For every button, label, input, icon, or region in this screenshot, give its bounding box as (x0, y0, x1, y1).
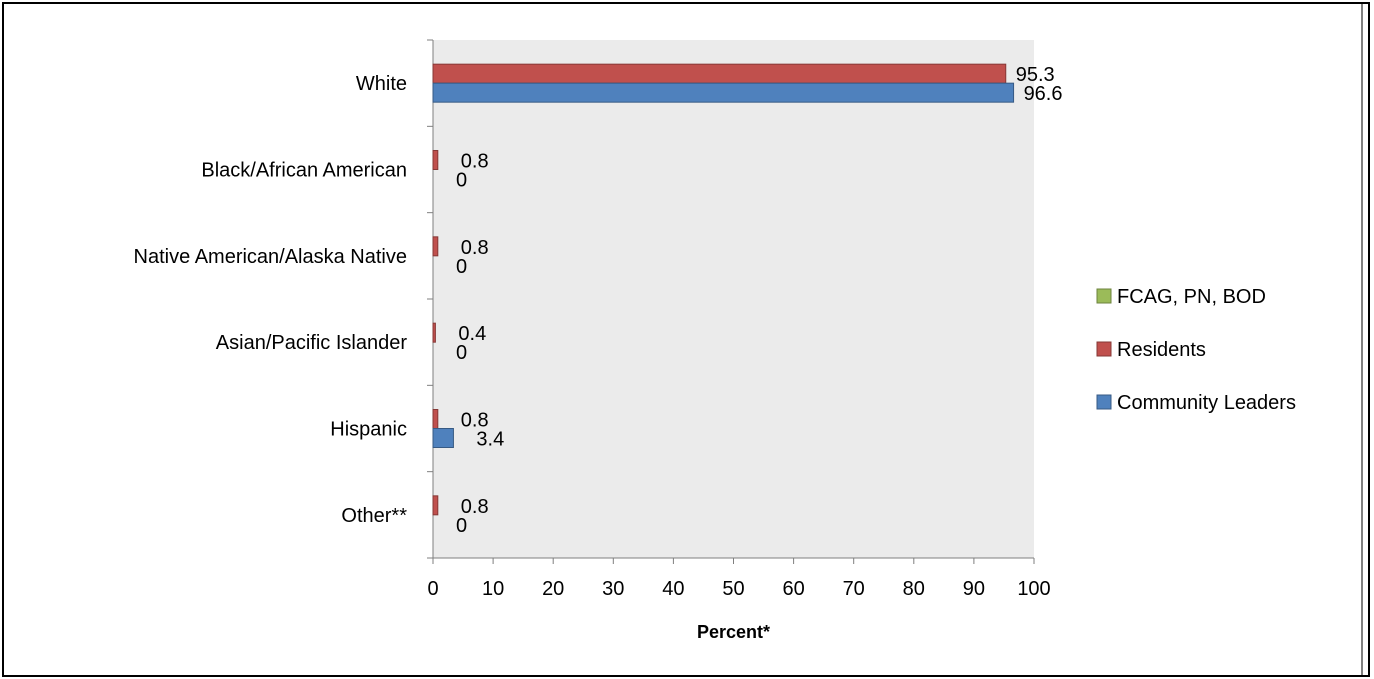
plot-area (433, 40, 1034, 558)
data-label: 0 (456, 256, 467, 278)
data-label: 0.8 (461, 237, 489, 259)
bar-community-leaders (432, 82, 1015, 103)
x-tick-labels: 0 10 20 30 40 50 60 70 80 90 100 (427, 578, 1050, 600)
legend-swatch (1096, 394, 1112, 410)
bar-residents (432, 409, 439, 429)
data-label: 96.6 (1024, 83, 1063, 105)
bar-residents (432, 495, 439, 516)
data-label: 0 (456, 342, 467, 364)
data-label: 0.8 (461, 151, 489, 173)
data-label: 0.8 (461, 496, 489, 518)
data-label: 95.3 (1016, 64, 1055, 86)
x-tick-label: 10 (482, 578, 504, 600)
category-label: Black/African American (201, 160, 407, 182)
x-tick-label: 20 (542, 578, 564, 600)
x-tick-label: 40 (662, 578, 684, 600)
x-tick-label: 30 (602, 578, 624, 600)
category-labels: White Black/African American Native Americ… (134, 73, 408, 527)
x-tick-label: 50 (722, 578, 744, 600)
x-tick-label: 90 (963, 578, 985, 600)
data-label: 0 (456, 170, 467, 192)
x-tick-label: 80 (903, 578, 925, 600)
axis-ticks (427, 39, 1035, 564)
data-label: 3.4 (476, 429, 504, 451)
category-label: Other** (341, 505, 407, 527)
x-tick-label: 0 (427, 578, 438, 600)
category-label: White (356, 73, 407, 95)
data-label: 0.4 (458, 323, 486, 345)
bar-residents (432, 236, 439, 257)
data-label: 0 (456, 515, 467, 537)
bar-residents (432, 63, 1007, 84)
bar-community-leaders (432, 428, 454, 448)
x-axis-title: Percent* (697, 622, 770, 642)
x-tick-label: 70 (843, 578, 865, 600)
category-label: Asian/Pacific Islander (216, 332, 408, 354)
category-label: Native American/Alaska Native (134, 246, 407, 268)
legend-label: FCAG, PN, BOD (1117, 286, 1266, 308)
category-label: Hispanic (330, 419, 407, 441)
legend: FCAG, PN, BOD Residents Community Leaders (1096, 286, 1296, 414)
bar-residents (432, 322, 436, 343)
legend-label: Residents (1117, 339, 1206, 361)
data-label: 0.8 (461, 410, 489, 432)
x-tick-label: 100 (1017, 578, 1050, 600)
legend-label: Community Leaders (1117, 392, 1296, 414)
legend-swatch (1096, 341, 1112, 357)
bar-residents (432, 150, 439, 170)
data-labels: 95.3 0.8 0.8 0.4 0.8 0.8 96.6 0 0 0 3.4 0 (456, 64, 1063, 537)
legend-swatch (1096, 288, 1112, 304)
x-tick-label: 60 (782, 578, 804, 600)
bars (432, 63, 1015, 516)
